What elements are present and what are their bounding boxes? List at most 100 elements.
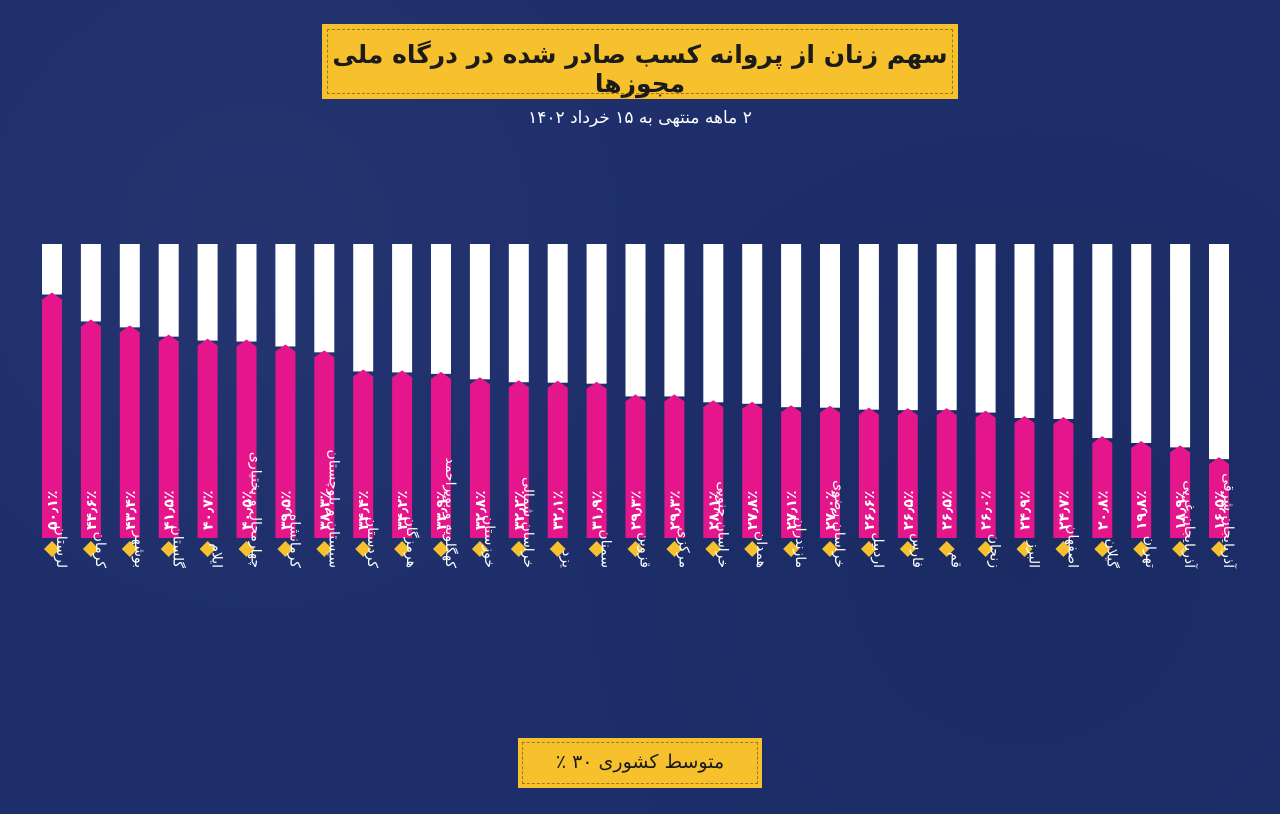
category-label: کرمانشاه bbox=[286, 514, 302, 568]
bar-marker bbox=[899, 541, 916, 557]
bar bbox=[1170, 445, 1191, 538]
category-label: همدان bbox=[753, 531, 769, 568]
category-label: گلستان bbox=[170, 525, 187, 568]
data-label: ۴۴٫۶٪ bbox=[84, 491, 100, 530]
bar-marker bbox=[744, 541, 761, 557]
bar-marker bbox=[510, 541, 527, 557]
data-label: ۴۳٫۴٪ bbox=[123, 491, 139, 530]
bar bbox=[431, 371, 451, 538]
bar-marker bbox=[471, 541, 488, 557]
bar-track bbox=[119, 244, 140, 328]
category-label: فارس bbox=[909, 533, 925, 568]
category-label: البرز bbox=[1026, 540, 1042, 568]
bar bbox=[703, 400, 724, 538]
category-label: خراسان رضوی bbox=[831, 480, 847, 568]
bar-marker bbox=[938, 541, 955, 557]
bar-marker bbox=[783, 541, 800, 557]
bar-marker bbox=[238, 541, 255, 557]
bar-track bbox=[236, 244, 257, 342]
bar bbox=[119, 325, 140, 538]
bar bbox=[820, 405, 840, 538]
bar-marker bbox=[160, 541, 177, 557]
data-label: ۱۸٫۹٪ bbox=[1173, 491, 1189, 530]
bar-track bbox=[1131, 244, 1152, 443]
category-label: اردبیل bbox=[870, 532, 886, 568]
bar-track bbox=[703, 244, 724, 403]
bar-track bbox=[1092, 244, 1113, 439]
data-label: ۵۰٫۱٪ bbox=[45, 491, 61, 530]
bar-track bbox=[547, 244, 568, 383]
bar bbox=[1092, 436, 1113, 538]
data-label: ۱۶٫۵٪ bbox=[1212, 491, 1228, 530]
category-label: کردستان bbox=[364, 517, 380, 568]
bar bbox=[314, 350, 335, 538]
bar bbox=[1131, 440, 1152, 538]
bar-marker bbox=[316, 541, 333, 557]
data-label: ۳۹٫۵٪ bbox=[278, 491, 294, 530]
data-label: ۲۴٫۹٪ bbox=[1018, 491, 1034, 530]
bar-marker bbox=[549, 541, 566, 557]
bar-marker bbox=[1133, 541, 1150, 557]
bar-track bbox=[664, 244, 685, 397]
data-label: ۲۶٫۵٪ bbox=[901, 491, 917, 530]
category-label: چهارمحال و بختیاری bbox=[248, 452, 264, 568]
data-label: ۲۶٫۰٪ bbox=[979, 491, 995, 530]
bar-marker bbox=[1094, 541, 1111, 557]
category-label: یزد bbox=[559, 550, 575, 568]
data-label: ۲۶٫۶٪ bbox=[862, 491, 878, 530]
bar-track bbox=[197, 244, 218, 341]
bar bbox=[275, 344, 296, 538]
bar bbox=[1209, 457, 1229, 538]
bar bbox=[469, 377, 490, 538]
bar-track bbox=[314, 244, 335, 353]
bar-track bbox=[1053, 244, 1074, 419]
category-label: سیستان و بلوچستان bbox=[325, 449, 341, 568]
bar-track bbox=[275, 244, 296, 347]
bar-marker bbox=[822, 541, 838, 557]
category-label: آذربایجان شرقی bbox=[1220, 473, 1237, 569]
category-label: خراسان جنوبی bbox=[714, 481, 730, 568]
data-label: ۲۷٫۰٪ bbox=[823, 491, 839, 530]
average-label: متوسط کشوری ۳۰ ٪ bbox=[555, 751, 725, 773]
category-label: ایلام bbox=[209, 543, 225, 568]
bar-marker bbox=[277, 541, 294, 557]
bar-marker bbox=[1055, 541, 1072, 557]
category-label: قم bbox=[948, 552, 964, 568]
data-label: ۳۲٫۸٪ bbox=[473, 491, 489, 530]
bar-track bbox=[897, 244, 918, 411]
bar-track bbox=[1170, 244, 1191, 448]
bar-marker bbox=[588, 541, 605, 557]
data-label: ۴۱٫۵٪ bbox=[162, 491, 178, 530]
data-label: ۲۹٫۳٪ bbox=[667, 491, 683, 530]
category-label: تهران bbox=[1142, 536, 1158, 568]
bar-marker bbox=[627, 541, 644, 557]
bar-marker bbox=[199, 541, 216, 557]
bar bbox=[586, 381, 607, 538]
bar-marker bbox=[666, 541, 683, 557]
chart-subtitle: ۲ ماهه منتهی به ۱۵ خرداد ۱۴۰۲ bbox=[528, 108, 752, 128]
bar-marker bbox=[860, 541, 877, 557]
bar bbox=[936, 408, 957, 538]
category-label: آذربایجان غربی bbox=[1181, 480, 1198, 569]
bar-track bbox=[1014, 244, 1035, 418]
bar-marker bbox=[44, 541, 60, 557]
bar-track bbox=[469, 244, 490, 380]
bar bbox=[781, 405, 802, 538]
bar-track bbox=[625, 244, 646, 397]
data-label: ۳۲٫۲٪ bbox=[512, 491, 528, 530]
bar bbox=[158, 334, 179, 538]
bar-marker bbox=[433, 541, 449, 557]
category-label: خوزستان bbox=[481, 515, 497, 568]
category-label: هرمزگان bbox=[403, 516, 420, 568]
bar-track bbox=[858, 244, 879, 410]
bar bbox=[236, 339, 257, 538]
bar-marker bbox=[705, 541, 722, 557]
category-label: گیلان bbox=[1103, 538, 1120, 568]
bar-marker bbox=[82, 541, 99, 557]
data-label: ۲۶٫۵٪ bbox=[940, 491, 956, 530]
average-banner: متوسط کشوری ۳۰ ٪ bbox=[518, 738, 762, 788]
data-label: ۲۴٫۷٪ bbox=[1056, 491, 1072, 530]
category-label: بوشهر bbox=[131, 530, 147, 568]
bar bbox=[1014, 415, 1035, 538]
data-label: ۱۹٫۸٪ bbox=[1134, 491, 1150, 530]
